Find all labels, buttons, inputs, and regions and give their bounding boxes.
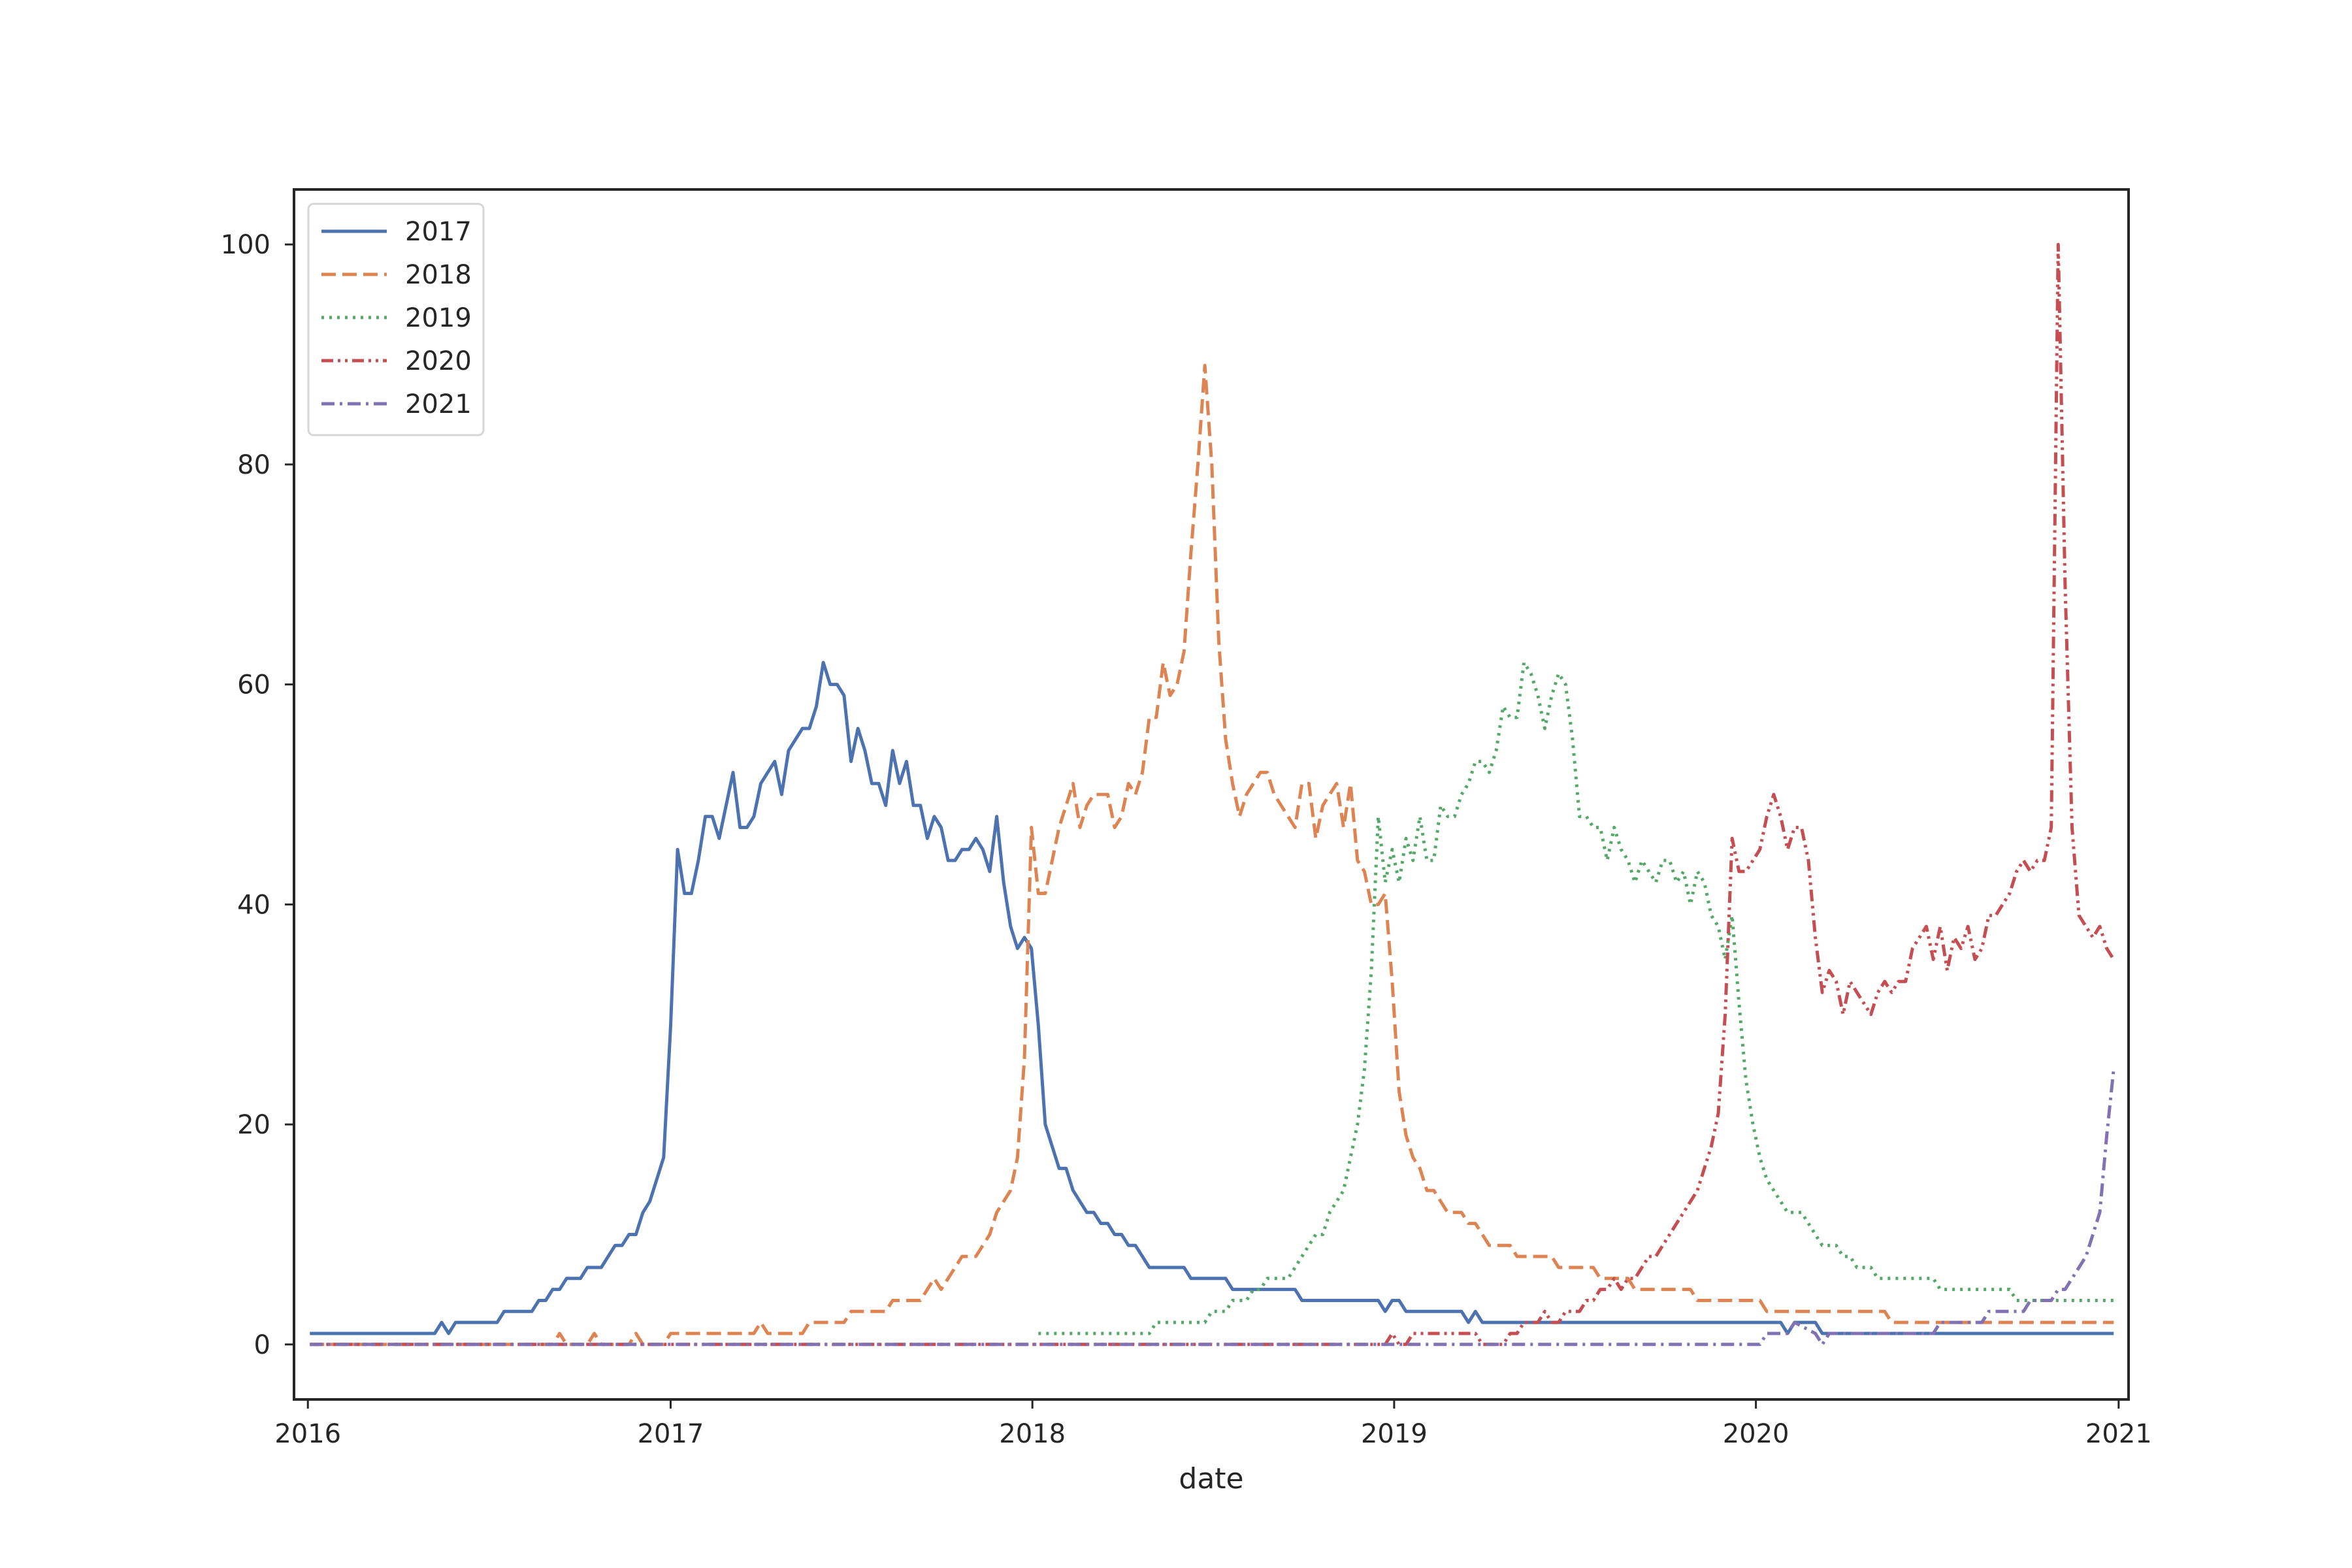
series-line-2021	[310, 1069, 2115, 1347]
x-tick-label: 2018	[999, 1419, 1066, 1449]
y-tick-label: 0	[254, 1330, 270, 1360]
y-tick-label: 20	[237, 1110, 270, 1140]
y-tick-label: 100	[221, 230, 270, 260]
series-layer	[310, 242, 2115, 1347]
x-axis-label: date	[1179, 1462, 1243, 1495]
series-line-2019	[1038, 661, 2114, 1335]
y-tick-label: 60	[237, 670, 270, 700]
legend-box	[307, 203, 485, 436]
x-tick-label: 2020	[1723, 1419, 1789, 1449]
y-tick-label: 80	[237, 450, 270, 480]
legend-label: 2018	[405, 260, 472, 290]
legend: 2017 2018 2019 2020 2021	[307, 203, 485, 436]
x-tick-label: 2021	[2085, 1419, 2152, 1449]
legend-label: 2020	[405, 346, 472, 376]
series-line-2020	[310, 242, 2115, 1347]
x-axis: 2016 2017 2018 2019 2020 2021	[274, 1399, 2152, 1449]
y-axis: 0 20 40 60 80 100	[221, 230, 294, 1360]
plot-frame	[293, 188, 2130, 1401]
x-tick-label: 2019	[1361, 1419, 1428, 1449]
x-tick-label: 2017	[638, 1419, 704, 1449]
y-tick-label: 40	[237, 890, 270, 920]
series-line-2018	[310, 363, 2114, 1347]
legend-label: 2019	[405, 303, 472, 333]
series-line-2017	[310, 661, 2114, 1335]
legend-label: 2017	[405, 217, 472, 247]
x-tick-label: 2016	[274, 1419, 341, 1449]
legend-label: 2021	[405, 389, 472, 419]
